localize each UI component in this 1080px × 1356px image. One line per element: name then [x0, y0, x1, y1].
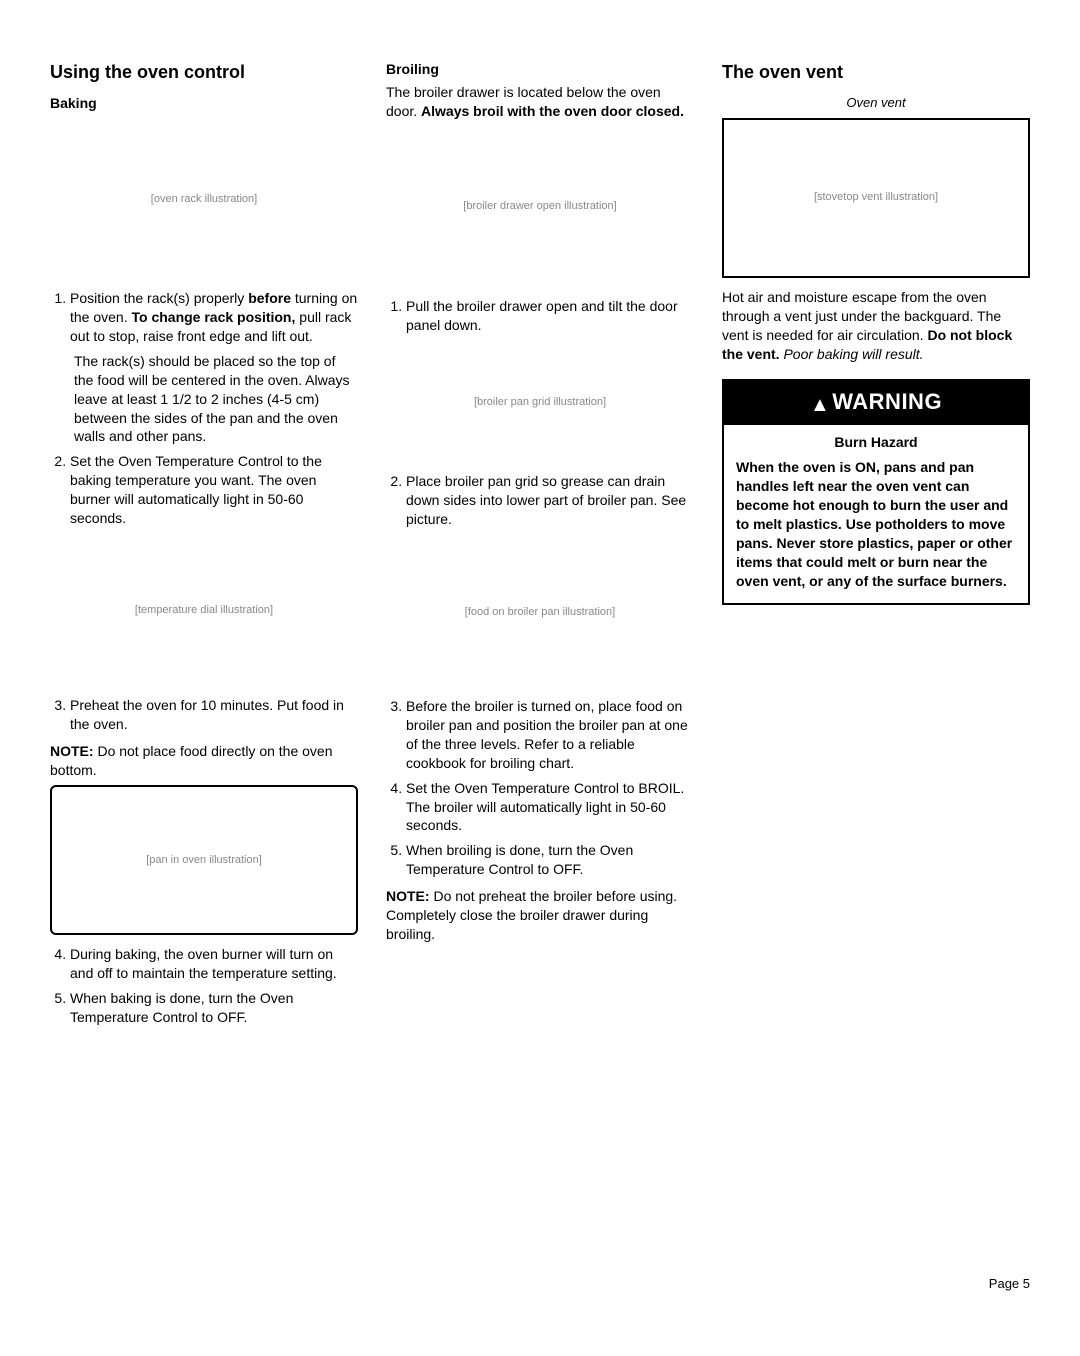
note-label: NOTE: [50, 743, 94, 759]
text-bold: Always broil with the oven door closed. [421, 103, 684, 119]
heading-oven-vent: The oven vent [722, 60, 1030, 84]
page-columns: Using the oven control Baking [oven rack… [50, 60, 1030, 1035]
figure-broiler-drawer-alt: [broiler drawer open illustration] [463, 199, 616, 214]
baking-steps-1: Position the rack(s) properly before tur… [50, 289, 358, 528]
broiling-steps-2: Place broiler pan grid so grease can dra… [386, 472, 694, 529]
figure-broiler-drawer: [broiler drawer open illustration] [386, 127, 694, 287]
rack-note: The rack(s) should be placed so the top … [74, 352, 358, 446]
broiling-note: NOTE: Do not preheat the broiler before … [386, 887, 694, 944]
column-broiling: Broiling The broiler drawer is located b… [386, 60, 694, 1035]
figure-pan-in-oven: [pan in oven illustration] [50, 785, 358, 935]
text-bold: before [248, 290, 291, 306]
text-bold: To change rack position, [132, 309, 296, 325]
broiling-steps-1: Pull the broiler drawer open and tilt th… [386, 297, 694, 335]
broiling-step-3: Before the broiler is turned on, place f… [406, 697, 694, 773]
broiling-intro: The broiler drawer is located below the … [386, 83, 694, 121]
baking-steps-3: During baking, the oven burner will turn… [50, 945, 358, 1027]
subhead-baking: Baking [50, 94, 358, 113]
baking-note: NOTE: Do not place food directly on the … [50, 742, 358, 780]
text: Position the rack(s) properly [70, 290, 248, 306]
baking-step-3: Preheat the oven for 10 minutes. Put foo… [70, 696, 358, 734]
page-footer: Page 5 [50, 1275, 1030, 1293]
figure-broiler-grid-alt: [broiler pan grid illustration] [474, 395, 606, 410]
warning-triangle-icon: ▲ [810, 392, 830, 419]
figure-temp-dial: [temperature dial illustration] [50, 536, 358, 686]
figure-stovetop-vent-alt: [stovetop vent illustration] [814, 190, 938, 205]
warning-text: When the oven is ON, pans and pan handle… [736, 458, 1016, 590]
figure-temp-dial-alt: [temperature dial illustration] [135, 603, 273, 618]
broiling-step-1: Pull the broiler drawer open and tilt th… [406, 297, 694, 335]
warning-banner-text: WARNING [832, 389, 942, 414]
broiling-step-2: Place broiler pan grid so grease can dra… [406, 472, 694, 529]
broiling-steps-3: Before the broiler is turned on, place f… [386, 697, 694, 879]
column-vent: The oven vent Oven vent [stovetop vent i… [722, 60, 1030, 1035]
broiling-step-4: Set the Oven Temperature Control to BROI… [406, 779, 694, 836]
figure-broiler-food: [food on broiler pan illustration] [386, 537, 694, 687]
heading-oven-control: Using the oven control [50, 60, 358, 84]
figure-broiler-food-alt: [food on broiler pan illustration] [465, 605, 615, 620]
baking-step-1: Position the rack(s) properly before tur… [70, 289, 358, 446]
baking-step-2: Set the Oven Temperature Control to the … [70, 452, 358, 528]
warning-box: ▲WARNING Burn Hazard When the oven is ON… [722, 379, 1030, 604]
warning-banner: ▲WARNING [724, 381, 1028, 425]
subhead-broiling: Broiling [386, 60, 694, 79]
figure-stovetop-vent: [stovetop vent illustration] [722, 118, 1030, 278]
vent-paragraph: Hot air and moisture escape from the ove… [722, 288, 1030, 364]
note-text: Do not preheat the broiler before using.… [386, 888, 677, 942]
note-label: NOTE: [386, 888, 430, 904]
text-italic: Poor baking will result. [780, 346, 924, 362]
column-baking: Using the oven control Baking [oven rack… [50, 60, 358, 1035]
baking-step-5: When baking is done, turn the Oven Tempe… [70, 989, 358, 1027]
figure-oven-rack: [oven rack illustration] [50, 119, 358, 279]
figure-pan-in-oven-alt: [pan in oven illustration] [146, 853, 262, 868]
figure-broiler-grid: [broiler pan grid illustration] [386, 342, 694, 462]
figure-oven-rack-alt: [oven rack illustration] [151, 192, 257, 207]
baking-step-4: During baking, the oven burner will turn… [70, 945, 358, 983]
broiling-step-5: When broiling is done, turn the Oven Tem… [406, 841, 694, 879]
vent-callout-label: Oven vent [722, 94, 1030, 112]
warning-body: Burn Hazard When the oven is ON, pans an… [724, 425, 1028, 602]
baking-steps-2: Preheat the oven for 10 minutes. Put foo… [50, 696, 358, 734]
warning-subtitle: Burn Hazard [736, 433, 1016, 452]
